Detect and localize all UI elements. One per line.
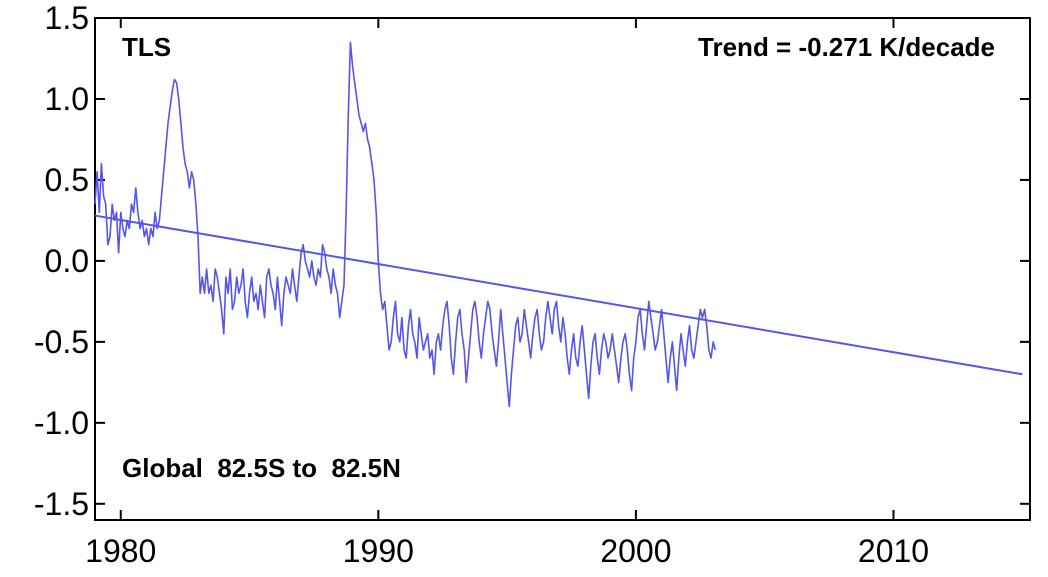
axes [94,17,1031,521]
annotations: TLS Trend = -0.271 K/decade Global 82.5S… [122,32,995,483]
trend-line [94,214,1023,376]
x-tick-label: 1980 [85,533,156,569]
y-tick-label: 0.0 [45,243,89,279]
tick-marks [95,17,1030,520]
region-label: Global 82.5S to 82.5N [122,453,401,483]
y-tick-label: -0.5 [34,324,89,360]
y-tick-label: 1.0 [45,81,89,117]
x-tick-label: 2000 [600,533,671,569]
chart-title: TLS [122,32,171,62]
x-tick-labels: 1980 1990 2000 2010 [85,533,929,569]
y-tick-label: -1.0 [34,405,89,441]
series-group [94,41,1023,408]
y-tick-label: 1.5 [45,0,89,36]
trend-label: Trend = -0.271 K/decade [698,32,995,62]
y-tick-label: 0.5 [45,162,89,198]
plot-frame [94,17,1031,521]
y-tick-labels: 1.5 1.0 0.5 0.0 -0.5 -1.0 -1.5 [34,0,89,522]
y-tick-label: -1.5 [34,486,89,522]
tls-anomaly-series-line [94,41,717,408]
x-tick-label: 2010 [858,533,929,569]
x-tick-label: 1990 [343,533,414,569]
